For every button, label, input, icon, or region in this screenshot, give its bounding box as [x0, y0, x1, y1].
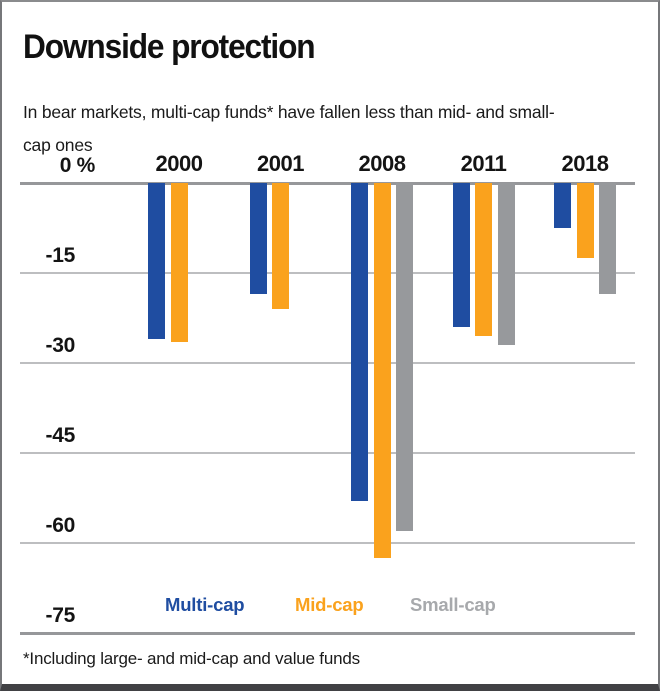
gridline-0 [20, 182, 635, 185]
y-axis-tick-label: -75 [45, 604, 76, 627]
bar-2011-small-cap [497, 183, 515, 345]
x-axis-year-label: 2008 [358, 151, 406, 176]
x-axis-year-label: 2018 [561, 151, 609, 176]
bar-2000-mid-cap [170, 183, 188, 342]
bar-2018-mid-cap [576, 183, 594, 258]
bar-2001-multi-cap [249, 183, 267, 294]
legend-item-small-cap: Small-cap [410, 594, 496, 615]
gridline--75 [20, 632, 635, 635]
bar-2008-small-cap [396, 183, 413, 531]
bar-2000-multi-cap [148, 183, 165, 339]
bar-2011-multi-cap [452, 183, 470, 327]
bar-2008-multi-cap [351, 183, 368, 501]
y-axis-tick-label: -30 [45, 334, 76, 357]
gridline--30 [20, 362, 635, 364]
chart-footnote: *Including large- and mid-cap and value … [23, 649, 360, 668]
gridline--60 [20, 542, 635, 544]
y-axis-tick-label: 0 % [59, 154, 96, 177]
bar-2001-mid-cap [272, 183, 289, 309]
x-axis-year-label: 2011 [460, 151, 507, 176]
x-axis-year-label: 2000 [155, 151, 203, 176]
chart-subtitle: In bear markets, multi-cap funds* have f… [23, 102, 555, 155]
bar-2011-mid-cap [475, 183, 492, 336]
bar-2018-small-cap [599, 183, 616, 294]
page-title: Downside protection [23, 28, 316, 66]
y-axis-tick-label: -15 [45, 244, 76, 267]
legend-item-multi-cap: Multi-cap [165, 594, 245, 615]
y-axis-tick-label: -45 [45, 424, 76, 447]
bar-2018-multi-cap [554, 183, 571, 228]
legend-item-mid-cap: Mid-cap [295, 594, 364, 615]
y-axis-tick-label: -60 [45, 514, 76, 537]
gridline--15 [20, 272, 635, 274]
x-axis-year-label: 2001 [257, 151, 304, 176]
bar-2008-mid-cap [373, 183, 391, 558]
gridline--45 [20, 452, 635, 454]
